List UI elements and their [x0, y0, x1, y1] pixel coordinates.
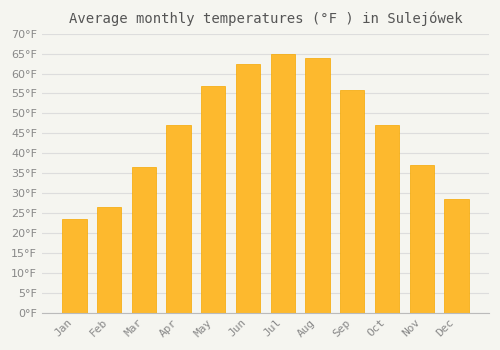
- Bar: [444, 199, 468, 313]
- Bar: [270, 54, 295, 313]
- Bar: [201, 85, 226, 313]
- Title: Average monthly temperatures (°F ) in Sulejówek: Average monthly temperatures (°F ) in Su…: [68, 11, 462, 26]
- Bar: [306, 58, 330, 313]
- Bar: [340, 90, 364, 313]
- Bar: [236, 64, 260, 313]
- Bar: [62, 219, 86, 313]
- Bar: [410, 165, 434, 313]
- Bar: [97, 207, 122, 313]
- Bar: [132, 167, 156, 313]
- Bar: [375, 125, 399, 313]
- Bar: [166, 125, 191, 313]
